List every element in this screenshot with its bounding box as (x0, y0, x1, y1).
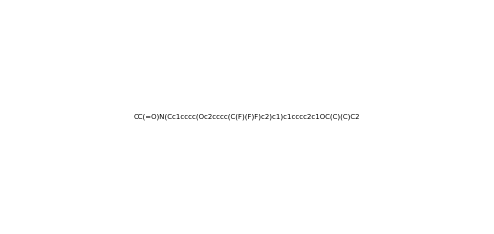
Text: CC(=O)N(Cc1cccc(Oc2cccc(C(F)(F)F)c2)c1)c1cccc2c1OC(C)(C)C2: CC(=O)N(Cc1cccc(Oc2cccc(C(F)(F)F)c2)c1)c… (134, 114, 360, 120)
